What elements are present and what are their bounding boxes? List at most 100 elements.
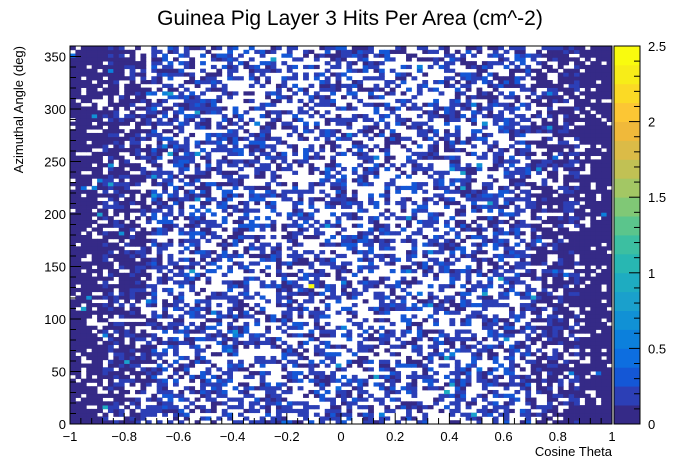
- heatmap-cell: [281, 303, 288, 308]
- heatmap-cell: [70, 280, 76, 285]
- heatmap-cell: [80, 155, 87, 160]
- heatmap-cell: [156, 337, 163, 342]
- heatmap-cell: [606, 348, 613, 353]
- heatmap-cell: [460, 389, 467, 395]
- heatmap-cell: [200, 272, 206, 277]
- heatmap-cell: [205, 227, 212, 232]
- heatmap-cell: [75, 272, 82, 277]
- heatmap-cell: [145, 148, 152, 153]
- heatmap-cell: [574, 386, 580, 391]
- heatmap-cell: [525, 393, 532, 398]
- heatmap-cell: [498, 231, 504, 236]
- heatmap-cell: [454, 378, 461, 383]
- heatmap-cell: [606, 144, 613, 149]
- heatmap-cell: [335, 253, 342, 259]
- heatmap-cell: [471, 412, 477, 417]
- heatmap-cell: [514, 159, 521, 164]
- heatmap-cell: [509, 314, 515, 319]
- heatmap-cell: [313, 166, 320, 172]
- heatmap-cell: [162, 408, 168, 414]
- heatmap-cell: [135, 200, 141, 206]
- heatmap-cell: [178, 121, 185, 126]
- heatmap-cell: [541, 363, 548, 368]
- heatmap-cell: [156, 314, 163, 319]
- heatmap-cell: [395, 371, 402, 376]
- heatmap-cell: [411, 208, 418, 213]
- heatmap-cell: [205, 299, 212, 304]
- heatmap-cell: [97, 303, 103, 308]
- heatmap-cell: [232, 367, 239, 372]
- heatmap-cell: [471, 401, 477, 406]
- heatmap-cell: [167, 325, 174, 330]
- heatmap-cell: [362, 420, 369, 425]
- heatmap-cell: [183, 363, 190, 368]
- heatmap-cell: [167, 344, 174, 349]
- heatmap-cell: [584, 212, 591, 217]
- heatmap-cell: [411, 238, 418, 243]
- heatmap-cell: [487, 321, 494, 327]
- heatmap-cell: [584, 204, 591, 209]
- heatmap-cell: [514, 148, 521, 153]
- heatmap-cell: [492, 231, 499, 236]
- heatmap-cell: [97, 405, 103, 410]
- heatmap-cell: [91, 132, 98, 138]
- heatmap-cell: [557, 227, 564, 232]
- heatmap-cell: [243, 185, 250, 191]
- heatmap-cell: [313, 382, 320, 387]
- heatmap-cell: [113, 185, 120, 191]
- heatmap-cell: [525, 401, 532, 406]
- heatmap-cell: [606, 280, 613, 285]
- heatmap-cell: [357, 344, 364, 349]
- heatmap-cell: [411, 348, 418, 353]
- heatmap-cell: [129, 193, 136, 198]
- heatmap-cell: [525, 155, 532, 160]
- heatmap-cell: [395, 257, 402, 262]
- heatmap-cell: [443, 295, 450, 300]
- heatmap-cell: [238, 235, 244, 240]
- heatmap-cell: [124, 106, 131, 111]
- heatmap-cell: [324, 340, 331, 346]
- heatmap-cell: [172, 216, 179, 221]
- heatmap-cell: [330, 182, 336, 187]
- heatmap-cell: [525, 140, 532, 145]
- heatmap-cell: [438, 287, 445, 293]
- heatmap-cell: [568, 333, 575, 338]
- heatmap-cell: [422, 182, 429, 187]
- heatmap-cell: [248, 185, 255, 191]
- heatmap-cell: [351, 200, 358, 206]
- heatmap-cell: [270, 136, 277, 141]
- heatmap-cell: [97, 185, 103, 191]
- heatmap-cell: [416, 405, 423, 410]
- heatmap-cell: [400, 197, 407, 202]
- heatmap-cell: [481, 348, 488, 353]
- heatmap-cell: [140, 321, 147, 327]
- heatmap-cell: [135, 310, 141, 315]
- heatmap-cell: [568, 420, 575, 425]
- heatmap-cell: [75, 235, 82, 240]
- heatmap-cell: [454, 333, 461, 338]
- heatmap-cell: [140, 200, 147, 206]
- heatmap-cell: [232, 295, 239, 300]
- heatmap-cell: [124, 223, 131, 228]
- heatmap-cell: [335, 393, 342, 398]
- heatmap-cell: [118, 371, 125, 376]
- heatmap-cell: [552, 170, 559, 175]
- heatmap-cell: [129, 367, 136, 372]
- heatmap-cell: [227, 412, 233, 417]
- heatmap-cell: [563, 246, 570, 251]
- heatmap-cell: [563, 178, 570, 183]
- heatmap-cell: [178, 148, 185, 153]
- heatmap-cell: [221, 344, 228, 349]
- heatmap-cell: [449, 182, 456, 187]
- heatmap-cell: [525, 306, 532, 311]
- heatmap-cell: [113, 325, 120, 330]
- heatmap-cell: [395, 231, 402, 236]
- heatmap-cell: [86, 106, 93, 111]
- heatmap-cell: [601, 393, 607, 398]
- heatmap-cell: [183, 355, 190, 361]
- heatmap-cell: [568, 310, 575, 315]
- heatmap-cell: [601, 257, 607, 262]
- heatmap-cell: [156, 174, 163, 179]
- heatmap-cell: [411, 250, 418, 255]
- heatmap-cell: [172, 117, 179, 122]
